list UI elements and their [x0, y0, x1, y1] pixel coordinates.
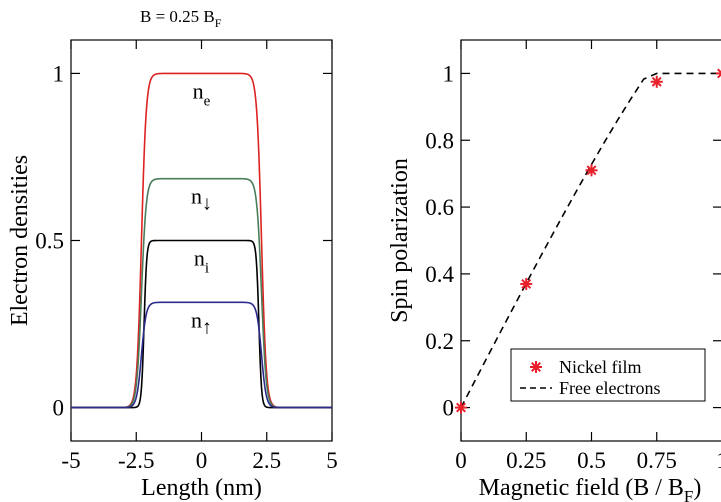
left-panel: B = 0.25 BF -5 -2.5 0 2.5 500.51 nen↓nin↑ Le… — [7, 7, 338, 501]
right-y-tick-label: 1 — [443, 61, 455, 86]
right-y-axis-label: Spin polarization — [387, 158, 413, 323]
density-curve — [71, 301, 332, 409]
nickel-film-point — [650, 75, 663, 88]
legend-nickel-film-label: Nickel film — [559, 357, 641, 377]
legend-box — [510, 348, 706, 402]
density-curve-label-sub: ↓ — [202, 193, 212, 215]
density-curve-label-main: n — [191, 307, 202, 332]
left-tick-labels: -5 -2.5 0 2.5 5 0 0.5 1 — [35, 61, 338, 473]
left-x-axis-label: Length (nm) — [141, 475, 262, 501]
left-y-axis-label: Electron densities — [7, 155, 33, 326]
right-x-axis-label-tail: ) — [693, 475, 701, 501]
right-y-tick-label: 0.4 — [425, 262, 454, 287]
right-x-tick-label: 0.75 — [637, 448, 677, 473]
density-curve-label-main: n — [193, 78, 204, 103]
density-curve-label: ne — [193, 78, 211, 109]
density-curve-label-sub: i — [205, 261, 209, 277]
right-curves — [455, 68, 721, 414]
nickel-film-point — [585, 164, 598, 177]
right-x-axis-label-sub: F — [684, 487, 693, 502]
density-curve-label-sub: ↑ — [202, 316, 212, 338]
density-curve-label: ni — [194, 246, 209, 277]
right-x-axis-label: Magnetic field (B / BF) — [479, 475, 702, 502]
nickel-film-point — [520, 277, 533, 290]
right-tick-labels: 0 0.25 0.5 0.75 1 0 0.2 0.4 0.6 0.8 1 — [425, 61, 721, 473]
free-electrons-line — [460, 72, 721, 408]
left-x-tick-label: 5 — [326, 448, 338, 473]
right-y-tick-label: 0.2 — [425, 329, 454, 354]
density-curve-label-main: n — [191, 184, 202, 209]
right-y-tick-label: 0.6 — [425, 195, 454, 220]
legend-free-electrons-label: Free electrons — [559, 378, 660, 398]
left-x-tick-label: -5 — [61, 448, 80, 473]
left-curves — [71, 72, 332, 409]
left-y-tick-label: 0.5 — [35, 229, 64, 254]
legend-nickel-film-marker — [530, 361, 542, 373]
density-curve-label-main: n — [194, 246, 205, 271]
right-x-tick-label: 1 — [716, 448, 721, 473]
left-x-tick-label: 0 — [196, 448, 208, 473]
legend: Nickel film Free electrons — [510, 348, 706, 402]
left-x-tick-label: -2.5 — [118, 448, 154, 473]
left-title-sub: F — [215, 16, 222, 30]
nickel-film-point — [716, 68, 721, 79]
left-title: B = 0.25 BF — [140, 7, 222, 30]
density-curve-label: n↑ — [191, 307, 212, 338]
right-x-tick-label: 0.25 — [506, 448, 546, 473]
nickel-film-point — [455, 401, 467, 414]
left-y-tick-label: 0 — [53, 396, 65, 421]
right-y-tick-label: 0.8 — [425, 128, 454, 153]
left-curve-labels: nen↓nin↑ — [191, 78, 212, 338]
density-curve-label: n↓ — [191, 184, 212, 215]
legend-nickel-film-asterisk — [530, 361, 542, 373]
density-curve-label-sub: e — [204, 93, 211, 109]
left-y-tick-label: 1 — [53, 61, 65, 86]
left-title-main: B = 0.25 B — [140, 7, 215, 26]
right-panel: 0 0.25 0.5 0.75 1 0 0.2 0.4 0.6 0.8 1 Magnetic fie… — [387, 39, 721, 502]
right-x-tick-label: 0.5 — [577, 448, 606, 473]
right-x-axis-label-main: Magnetic field (B / B — [479, 475, 684, 501]
right-y-tick-label: 0 — [443, 396, 455, 421]
right-x-tick-label: 0 — [455, 448, 467, 473]
left-x-tick-label: 2.5 — [252, 448, 281, 473]
